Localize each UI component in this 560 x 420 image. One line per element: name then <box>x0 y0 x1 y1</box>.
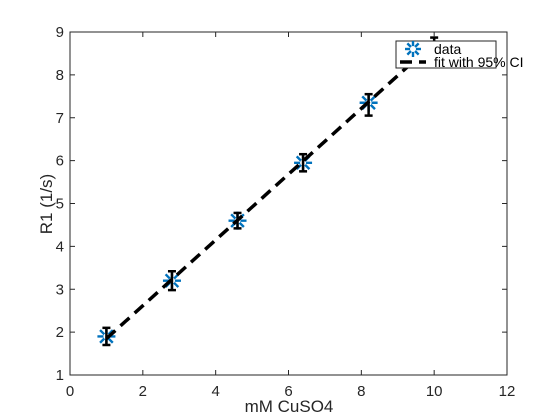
y-tick-label: 2 <box>56 324 64 341</box>
y-tick-label: 8 <box>56 67 64 84</box>
y-axis-label: R1 (1/s) <box>37 174 56 234</box>
y-tick-label: 6 <box>56 153 64 170</box>
x-tick-label: 4 <box>211 383 219 400</box>
error-bar <box>102 326 111 347</box>
y-tick-label: 3 <box>56 281 64 298</box>
error-bar <box>364 92 373 117</box>
legend-fit-label: fit with 95% CI <box>434 54 523 70</box>
x-tick-label: 6 <box>284 383 292 400</box>
legend-data-label: data <box>434 41 461 57</box>
y-tick-label: 4 <box>56 238 64 255</box>
error-bar <box>299 152 308 173</box>
error-bar <box>233 211 242 230</box>
error-bar <box>167 269 176 292</box>
x-tick-label: 12 <box>499 383 516 400</box>
y-tick-label: 5 <box>56 196 64 213</box>
x-tick-label: 0 <box>66 383 74 400</box>
x-tick-label: 8 <box>357 383 365 400</box>
fit-line <box>105 41 436 340</box>
legend-data-marker <box>405 41 421 57</box>
y-tick-label: 1 <box>56 367 64 384</box>
plot-area <box>97 36 439 347</box>
x-axis-label: mM CuSO4 <box>245 397 334 416</box>
x-tick-label: 10 <box>426 383 443 400</box>
x-tick-label: 2 <box>139 383 147 400</box>
y-tick-label: 7 <box>56 110 64 127</box>
y-tick-label: 9 <box>56 24 64 41</box>
